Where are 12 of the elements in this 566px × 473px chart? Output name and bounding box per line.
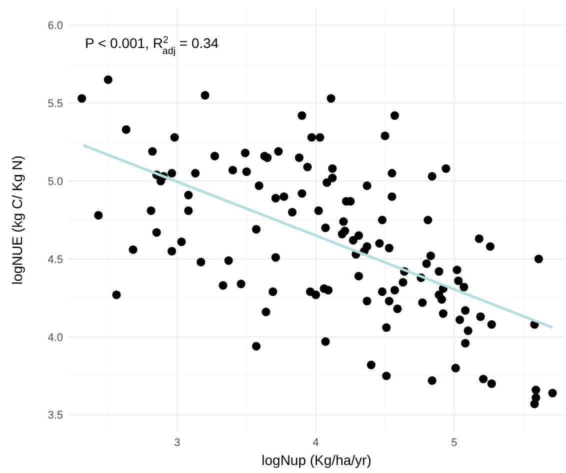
x-axis-title: logNup (Kg/ha/yr) [262,452,372,468]
y-tick-label: 3.5 [48,410,63,422]
x-tick-label: 3 [174,437,180,449]
x-tick-label: 4 [312,437,319,449]
y-axis-title: logNUE (kg C/ Kg N) [9,155,25,285]
annotation: P < 0.001, R$^{2}$$_{adj}$ = 0.34 [85,34,219,56]
y-tick-label: 5.0 [48,176,63,188]
y-tick-label: 6.0 [48,20,63,32]
x-tick-label: 5 [451,437,458,449]
y-tick-label: 4.5 [48,254,63,266]
y-tick-label: 4.0 [48,332,63,344]
y-tick-label: 5.5 [48,98,63,110]
